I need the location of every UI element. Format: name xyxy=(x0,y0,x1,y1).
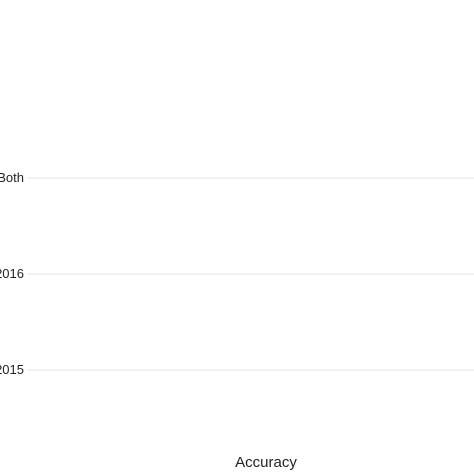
grid xyxy=(28,177,474,371)
x-axis-title: Accuracy xyxy=(235,454,297,471)
y-axis-labels: Both 2016 2015 xyxy=(0,170,24,377)
y-tick-label: 2016 xyxy=(0,266,24,281)
y-tick-label: Both xyxy=(0,170,24,185)
y-tick-label: 2015 xyxy=(0,362,24,377)
